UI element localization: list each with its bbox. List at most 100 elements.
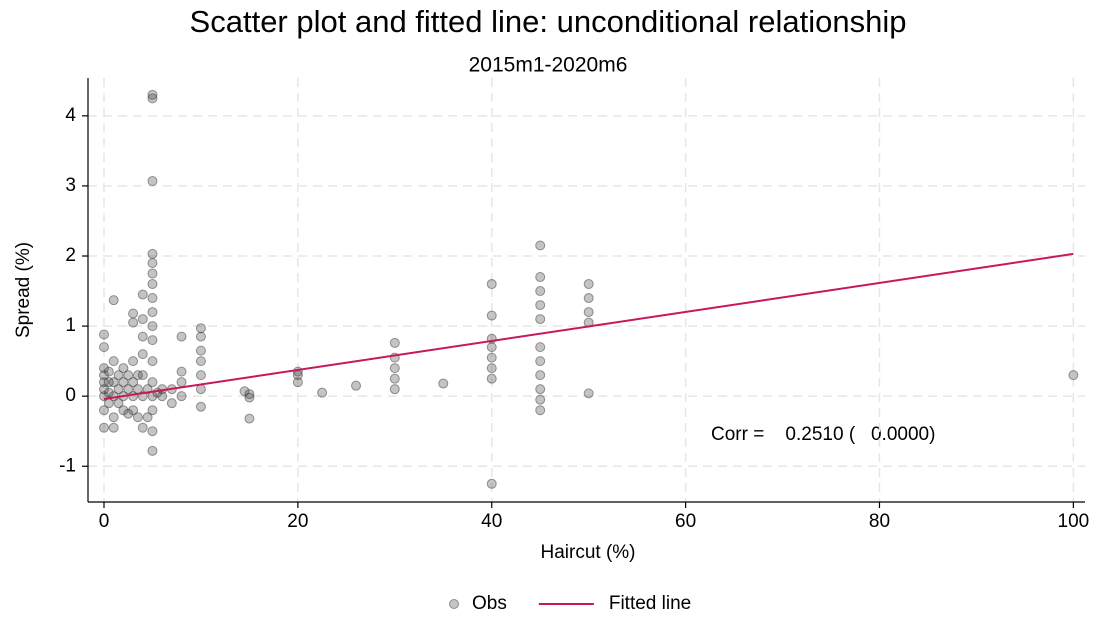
point bbox=[317, 387, 328, 398]
point bbox=[486, 279, 497, 290]
point bbox=[195, 401, 206, 412]
point bbox=[147, 445, 158, 456]
point bbox=[137, 422, 148, 433]
point bbox=[1068, 370, 1079, 381]
point bbox=[195, 331, 206, 342]
point bbox=[147, 321, 158, 332]
point bbox=[128, 356, 139, 367]
chart-subtitle: 2015m1-2020m6 bbox=[469, 54, 628, 77]
point bbox=[195, 384, 206, 395]
point bbox=[128, 377, 139, 388]
point bbox=[108, 295, 119, 306]
y-tick-label: -1 bbox=[59, 455, 76, 476]
point bbox=[98, 329, 109, 340]
point bbox=[535, 300, 546, 311]
point bbox=[583, 388, 594, 399]
point bbox=[108, 422, 119, 433]
point bbox=[535, 356, 546, 367]
point bbox=[195, 345, 206, 356]
point bbox=[147, 335, 158, 346]
point bbox=[147, 377, 158, 388]
point bbox=[147, 176, 158, 187]
point bbox=[166, 398, 177, 409]
point bbox=[486, 478, 497, 489]
point bbox=[113, 384, 124, 395]
point bbox=[108, 412, 119, 423]
point bbox=[128, 317, 139, 328]
y-tick-label: 3 bbox=[65, 175, 76, 196]
x-tick-label: 100 bbox=[1058, 511, 1090, 532]
point bbox=[176, 366, 187, 377]
point bbox=[244, 392, 255, 403]
point bbox=[142, 412, 153, 423]
point bbox=[147, 356, 158, 367]
legend-label: Obs bbox=[472, 593, 507, 614]
point bbox=[583, 307, 594, 318]
x-tick-label: 20 bbox=[287, 511, 308, 532]
point bbox=[137, 370, 148, 381]
y-tick-label: 4 bbox=[65, 105, 76, 126]
point bbox=[486, 310, 497, 321]
y-tick-label: 0 bbox=[65, 385, 76, 406]
point bbox=[108, 356, 119, 367]
point bbox=[98, 422, 109, 433]
x-tick-label: 0 bbox=[99, 511, 110, 532]
point bbox=[195, 323, 206, 334]
x-axis-label: Haircut (%) bbox=[540, 542, 635, 563]
point bbox=[147, 307, 158, 318]
point bbox=[583, 279, 594, 290]
point bbox=[535, 240, 546, 251]
point bbox=[176, 331, 187, 342]
legend-swatch bbox=[449, 599, 459, 609]
point bbox=[389, 384, 400, 395]
point bbox=[535, 314, 546, 325]
point bbox=[132, 412, 143, 423]
point bbox=[147, 405, 158, 416]
point bbox=[147, 279, 158, 290]
legend-label: Fitted line bbox=[609, 593, 691, 614]
point bbox=[98, 405, 109, 416]
point bbox=[438, 378, 449, 389]
point bbox=[128, 405, 139, 416]
point bbox=[486, 373, 497, 384]
point bbox=[351, 380, 362, 391]
point bbox=[147, 268, 158, 279]
chart-title: Scatter plot and fitted line: unconditio… bbox=[190, 4, 907, 39]
point bbox=[583, 293, 594, 304]
point bbox=[389, 363, 400, 374]
point bbox=[535, 342, 546, 353]
point bbox=[486, 363, 497, 374]
point bbox=[103, 366, 114, 377]
point bbox=[147, 93, 158, 104]
point bbox=[176, 377, 187, 388]
point bbox=[147, 426, 158, 437]
point bbox=[137, 331, 148, 342]
point bbox=[147, 293, 158, 304]
point bbox=[128, 308, 139, 319]
point bbox=[244, 413, 255, 424]
point bbox=[137, 314, 148, 325]
point bbox=[118, 377, 129, 388]
point bbox=[244, 389, 255, 400]
y-axis-label: Spread (%) bbox=[13, 242, 34, 338]
point bbox=[195, 356, 206, 367]
point bbox=[535, 272, 546, 283]
point bbox=[113, 370, 124, 381]
x-tick-label: 60 bbox=[675, 511, 696, 532]
annotation: Corr = 0.2510 ( 0.0000) bbox=[711, 424, 935, 445]
point bbox=[108, 377, 119, 388]
point bbox=[389, 373, 400, 384]
point bbox=[118, 363, 129, 374]
point bbox=[535, 405, 546, 416]
point bbox=[147, 89, 158, 100]
x-tick-label: 40 bbox=[481, 511, 502, 532]
point bbox=[113, 398, 124, 409]
point bbox=[98, 342, 109, 353]
fitted-line bbox=[103, 252, 1074, 400]
point bbox=[486, 342, 497, 353]
point bbox=[176, 391, 187, 402]
point bbox=[137, 289, 148, 300]
point bbox=[535, 370, 546, 381]
point bbox=[137, 349, 148, 360]
